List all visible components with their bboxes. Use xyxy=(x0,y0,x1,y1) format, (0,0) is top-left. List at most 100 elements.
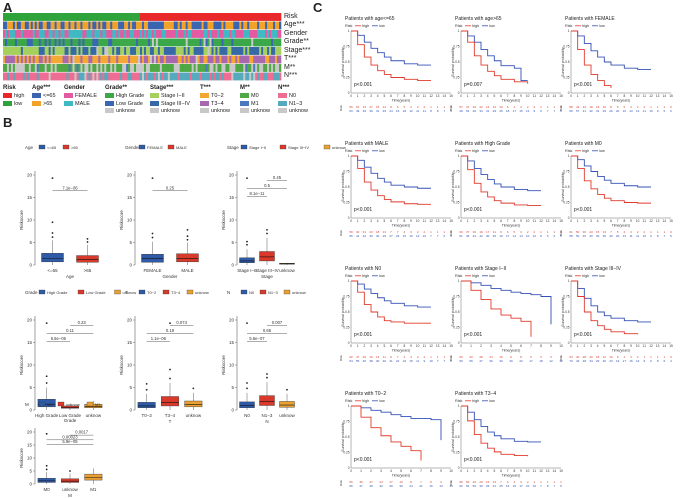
km-x-tick-label: 14 xyxy=(443,94,447,98)
box-body xyxy=(239,257,255,263)
legend-item-label: M1 xyxy=(251,100,259,107)
km-risk-count-high: 2 xyxy=(417,105,419,109)
boxplot-legend-label: Stage III−IV xyxy=(288,145,309,150)
km-x-tick-label: 7 xyxy=(397,94,399,98)
km-x-tick-label: 2 xyxy=(583,344,585,348)
km-y-tick-label: 0.75 xyxy=(563,170,569,174)
km-k-stage34: Patients with Stage III−IV Risk high low 0 0.… xyxy=(559,266,673,363)
legend-item: Stage III−IV xyxy=(150,101,190,108)
km-x-tick-label: 0 xyxy=(350,219,352,223)
boxplot-x-tick-label: Grade xyxy=(64,418,77,423)
boxplot-x-tick-label: unknow xyxy=(86,413,102,418)
km-risk-count-high: 2 xyxy=(560,355,562,359)
km-risk-count-high: 1 xyxy=(657,230,659,234)
km-risk-count-high: 15 xyxy=(376,105,380,109)
km-risk-count-high: 14 xyxy=(486,105,490,109)
km-risk-count-high: 29 xyxy=(363,355,367,359)
km-risk-count-high: 50 xyxy=(576,230,580,234)
km-risk-count-low: 26 xyxy=(609,109,613,113)
km-legend-low: low xyxy=(599,274,605,278)
boxplot-b-n: N N0 N1−3 unknow 0 5 10 15 20 Riskscore N0 N1−3 unkn… xyxy=(221,289,306,424)
km-risk-count-high: 1 xyxy=(540,230,542,234)
pvalue-label: 6.6e−06 xyxy=(51,336,67,341)
km-pvalue: p<0.001 xyxy=(354,207,372,213)
km-risk-count-high: 10 xyxy=(609,355,613,359)
km-risk-count-high: 37 xyxy=(466,230,470,234)
km-x-tick-label: 3 xyxy=(480,469,482,473)
pvalue-label: 0.66 xyxy=(263,328,272,333)
legend-item-label: low xyxy=(14,100,23,107)
boxplot-y-tick-label: 0 xyxy=(231,408,234,413)
km-risk-count-low: 53 xyxy=(349,109,353,113)
km-y-tick-label: 0 xyxy=(348,91,350,95)
boxplot-y-label: Riskscore xyxy=(221,355,226,375)
km-curve-high xyxy=(461,280,532,337)
km-risk-count-low: 7 xyxy=(553,109,555,113)
km-y-tick-label: 0 xyxy=(348,466,350,470)
km-legend-title: Risk xyxy=(345,24,352,28)
km-x-tick-label: 4 xyxy=(487,469,489,473)
km-risk-count-low: 11 xyxy=(416,359,419,363)
km-y-label: Survival probability xyxy=(341,297,345,327)
km-x-tick-label: 4 xyxy=(377,219,379,223)
boxplot-legend-label: <=65 xyxy=(47,145,57,150)
legend-item-label: N1−3 xyxy=(289,100,303,107)
km-x-tick-label: 10 xyxy=(636,94,640,98)
legend-item-label: unknow xyxy=(251,108,270,114)
km-risk-count-low: 55 xyxy=(356,359,360,363)
km-legend-high: high xyxy=(582,274,589,278)
km-risk-count-high: 7 xyxy=(390,230,392,234)
km-x-tick-label: 9 xyxy=(630,344,632,348)
km-risk-count-low: 40 xyxy=(473,109,477,113)
pvalue-label: 0.0017 xyxy=(75,430,88,435)
km-x-tick-label: 8 xyxy=(513,94,515,98)
km-risk-count-high: 5 xyxy=(513,230,515,234)
km-risk-count-high: 1 xyxy=(533,480,535,484)
km-x-tick-label: 9 xyxy=(520,219,522,223)
legend-item-label: Stage III−IV xyxy=(161,100,190,107)
km-risk-count-low: 5 xyxy=(560,484,562,488)
km-risk-count-low: 24 xyxy=(409,484,413,488)
km-risk-count-low: 13 xyxy=(636,359,640,363)
km-curve-high xyxy=(461,30,529,84)
boxplot-legend-label: FEMALE xyxy=(147,145,163,150)
km-x-tick-label: 10 xyxy=(526,94,530,98)
boxplot-y-tick-label: 0 xyxy=(231,263,234,268)
km-x-tick-label: 10 xyxy=(636,219,640,223)
legend-swatch xyxy=(64,100,73,106)
km-x-tick-label: 15 xyxy=(559,94,563,98)
km-legend-low: low xyxy=(489,149,495,153)
box-outlier xyxy=(51,232,54,234)
boxplot-legend-swatch xyxy=(38,289,46,295)
km-x-tick-label: 2 xyxy=(473,94,475,98)
km-risk-count-low: 29 xyxy=(493,109,497,113)
km-x-tick-label: 7 xyxy=(530,344,532,348)
km-risk-count-high: 7 xyxy=(420,480,422,484)
boxplot-y-label: Riskscore xyxy=(119,210,124,230)
legend-swatch xyxy=(240,108,249,114)
legend-swatch xyxy=(150,100,159,106)
km-x-tick-label: 5 xyxy=(493,469,495,473)
km-x-tick-label: 7 xyxy=(507,469,509,473)
legend-swatch xyxy=(64,93,73,99)
km-x-tick-label: 15 xyxy=(559,219,563,223)
km-k-m0: Patients with M0 Risk high low 0 0.25 0.5 0.75 1… xyxy=(559,141,673,238)
km-curve-low xyxy=(461,30,528,82)
km-risk-count-low: 47 xyxy=(479,359,483,363)
km-x-tick-label: 10 xyxy=(449,469,453,473)
km-risk-count-low: 62 xyxy=(459,484,463,488)
km-risk-count-low: 23 xyxy=(396,234,400,238)
km-risk-count-low: 42 xyxy=(479,234,483,238)
km-x-tick-label: 7 xyxy=(397,344,399,348)
km-title: Patients with Stage I−II xyxy=(455,266,506,272)
boxplot-legend: Age <=65 >65 xyxy=(25,144,79,150)
box-body xyxy=(137,402,156,408)
km-x-tick-label: 13 xyxy=(436,219,440,223)
km-risk-count-low: 17 xyxy=(529,359,533,363)
boxplot-y-tick-label: 5 xyxy=(29,385,32,390)
km-curve-low xyxy=(571,30,651,70)
km-risk-count-low: 20 xyxy=(609,234,613,238)
boxplot-legend-label: M0 xyxy=(47,402,53,407)
km-x-tick-label: 13 xyxy=(656,94,660,98)
